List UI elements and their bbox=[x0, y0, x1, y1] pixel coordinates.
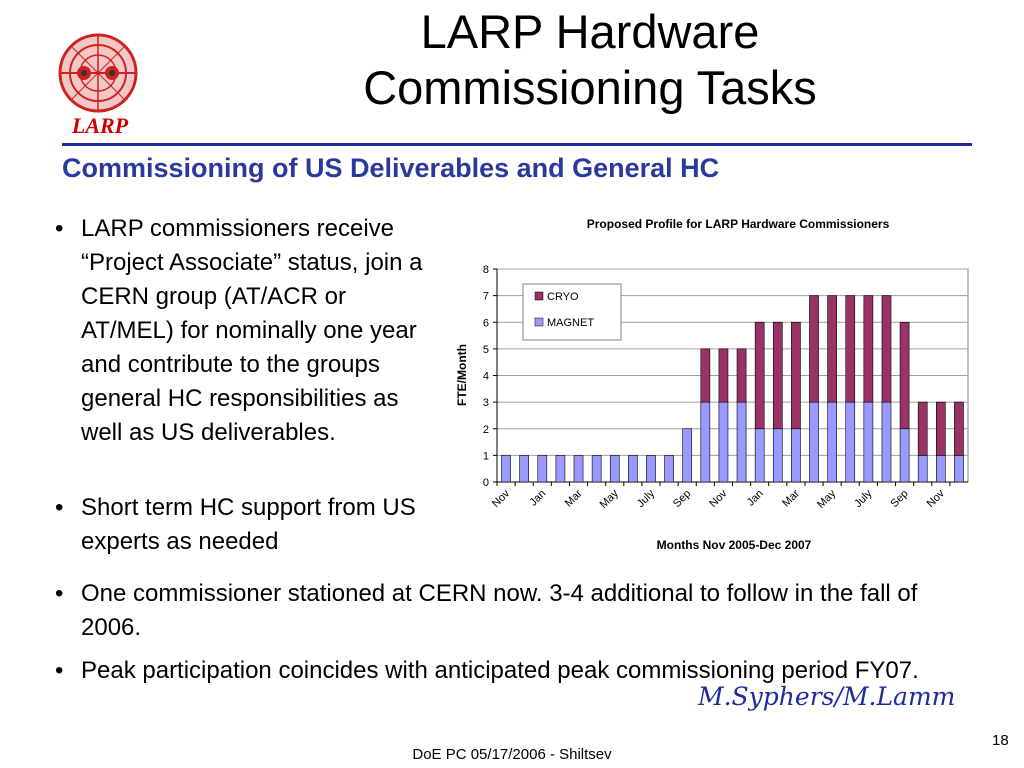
chart-bar-cryo bbox=[791, 321, 801, 430]
slide-title-line1: LARP Hardware bbox=[420, 5, 760, 58]
chart-bar-magnet bbox=[718, 401, 729, 483]
chart-y-tick-label: 8 bbox=[483, 264, 489, 276]
chart-bar-magnet bbox=[519, 455, 530, 483]
bullet-text: LARP commissioners receive “Project Asso… bbox=[81, 215, 423, 446]
chart-bar-cryo bbox=[845, 295, 856, 403]
chart-bar-magnet bbox=[646, 455, 656, 483]
chart-bar-magnet bbox=[609, 455, 620, 483]
chart-bar-magnet bbox=[827, 401, 837, 483]
bullet-text: Short term HC support from US experts as… bbox=[81, 494, 416, 555]
chart-x-tick-label: Nov bbox=[925, 487, 948, 510]
chart-bar-cryo bbox=[881, 295, 892, 403]
chart-bar-cryo bbox=[700, 348, 711, 403]
chart-bar-cryo bbox=[954, 401, 964, 456]
chart-bar-cryo bbox=[917, 401, 928, 456]
chart-bar-magnet bbox=[555, 455, 566, 483]
chart-bar-cryo bbox=[718, 348, 729, 403]
chart-bar-magnet bbox=[954, 455, 964, 483]
chart-y-tick-label: 6 bbox=[483, 317, 489, 329]
chart-x-tick-label: Sep bbox=[888, 488, 910, 510]
chart-x-tick-label: Mar bbox=[780, 487, 802, 509]
logo-text: LARP bbox=[71, 113, 129, 138]
chart-x-tick-label: July bbox=[635, 487, 658, 510]
chart-bar-cryo bbox=[809, 295, 819, 403]
chart-x-tick-label: Sep bbox=[671, 488, 693, 510]
chart-bar-magnet bbox=[501, 455, 511, 483]
chart-y-tick-label: 5 bbox=[483, 344, 489, 356]
chart-title: Proposed Profile for LARP Hardware Commi… bbox=[587, 217, 890, 231]
slide-subtitle: Commissioning of US Deliverables and Gen… bbox=[62, 153, 720, 183]
chart-legend-swatch bbox=[534, 291, 544, 301]
chart-x-tick-label: May bbox=[598, 487, 622, 511]
slide-title: LARP Hardware Commissioning Tasks bbox=[190, 4, 990, 116]
chart-bar-magnet bbox=[664, 455, 674, 483]
chart-bar-cryo bbox=[736, 348, 747, 403]
chart-x-tick-label: May bbox=[815, 487, 839, 511]
chart-y-tick-label: 1 bbox=[483, 450, 489, 462]
chart-x-tick-label: Nov bbox=[490, 487, 513, 510]
chart-y-tick-label: 2 bbox=[483, 424, 489, 436]
chart-y-axis-label: FTE/Month bbox=[455, 344, 469, 406]
logo-emblem-icon bbox=[58, 33, 138, 113]
chart-x-axis-label: Months Nov 2005-Dec 2007 bbox=[657, 538, 812, 552]
chart-bar-cryo bbox=[935, 401, 946, 456]
chart-bar-magnet bbox=[754, 428, 765, 483]
chart-bar-magnet bbox=[881, 401, 892, 483]
chart-bar-magnet bbox=[573, 455, 584, 483]
chart-bar-magnet bbox=[899, 428, 910, 483]
chart-bar-magnet bbox=[537, 455, 548, 483]
chart-bar-magnet bbox=[935, 455, 946, 483]
bullet-dot-icon: • bbox=[55, 580, 64, 607]
bullet-dot-icon: • bbox=[55, 494, 64, 521]
bullet-dot-icon: • bbox=[55, 657, 64, 684]
chart-x-tick-label: July bbox=[852, 487, 875, 510]
chart-bar-magnet bbox=[628, 455, 638, 483]
chart-bar-cryo bbox=[863, 295, 874, 403]
chart-bar-magnet bbox=[917, 455, 928, 483]
chart-bar-cryo bbox=[772, 321, 783, 430]
chart-bar-cryo bbox=[899, 321, 910, 430]
bullet-text: One commissioner stationed at CERN now. … bbox=[81, 580, 918, 641]
chart-bar-magnet bbox=[791, 428, 801, 483]
bullet-text: Peak participation coincides with antici… bbox=[81, 657, 919, 684]
chart-x-tick-label: Jan bbox=[527, 488, 548, 509]
chart-legend-swatch bbox=[534, 317, 544, 327]
chart-bar-cryo bbox=[754, 321, 765, 430]
page-number: 18 bbox=[992, 732, 1009, 749]
bullet-dot-icon: • bbox=[55, 215, 64, 242]
chart-x-tick-label: Mar bbox=[563, 487, 585, 509]
chart-bar-magnet bbox=[736, 401, 747, 483]
author-signature: M.Syphers/M.Lamm bbox=[698, 682, 956, 711]
chart-bar-magnet bbox=[845, 401, 856, 483]
chart-bar-magnet bbox=[591, 455, 602, 483]
chart-bar-magnet bbox=[700, 401, 711, 483]
chart-x-tick-label: Jan bbox=[745, 488, 766, 509]
chart-y-tick-label: 3 bbox=[483, 397, 489, 409]
chart-legend-label: CRYO bbox=[547, 291, 579, 303]
bullet-commissioners: • LARP commissioners receive “Project As… bbox=[55, 212, 435, 450]
title-divider bbox=[62, 143, 972, 146]
slide-footer: DoE PC 05/17/2006 - Shiltsev bbox=[412, 746, 612, 763]
fte-profile-chart: Proposed Profile for LARP Hardware Commi… bbox=[455, 217, 969, 552]
chart-bar-magnet bbox=[772, 428, 783, 483]
chart-y-tick-label: 7 bbox=[483, 291, 489, 303]
chart-x-tick-label: Nov bbox=[707, 487, 730, 510]
slide-title-line2: Commissioning Tasks bbox=[363, 61, 817, 114]
bullet-peak-participation: • Peak participation coincides with anti… bbox=[55, 654, 955, 688]
chart-bar-magnet bbox=[682, 428, 693, 483]
chart-bar-cryo bbox=[827, 295, 837, 403]
chart-legend-label: MAGNET bbox=[547, 317, 594, 329]
chart-plot-area: 0 1 2 3 4 5 6 7 8 Nov Jan Mar May July Sep Nov Jan Mar May… bbox=[483, 264, 969, 511]
bullet-short-term-support: • Short term HC support from US experts … bbox=[55, 491, 435, 559]
chart-y-tick-label: 0 bbox=[483, 477, 489, 489]
bullet-commissioner-at-cern: • One commissioner stationed at CERN now… bbox=[55, 577, 955, 645]
chart-y-tick-label: 4 bbox=[483, 371, 489, 383]
chart-bar-magnet bbox=[863, 401, 874, 483]
larp-logo bbox=[58, 33, 138, 113]
chart-bar-magnet bbox=[809, 401, 819, 483]
